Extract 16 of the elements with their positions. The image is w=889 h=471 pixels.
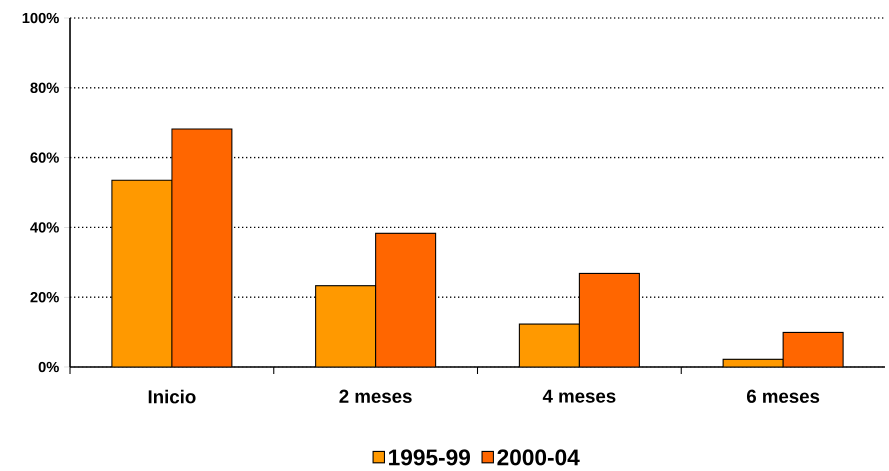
- y-tick-label: 0%: [38, 362, 59, 372]
- bar: [578, 272, 640, 367]
- y-tick-label: 100%: [22, 12, 59, 24]
- y-tick-label: 40%: [30, 222, 59, 233]
- y-tick-label: 80%: [30, 82, 59, 93]
- bar: [375, 232, 436, 367]
- y-tick-label: 20%: [30, 292, 59, 302]
- y-tick-label: 60%: [30, 152, 59, 163]
- x-tick-label: 2 meses: [339, 390, 412, 403]
- x-tick-label: 6 meses: [746, 390, 820, 403]
- bar: [171, 128, 232, 367]
- x-tick-label: Inicio: [148, 390, 196, 404]
- legend-label: 1995-99: [389, 449, 470, 466]
- bar: [782, 332, 844, 367]
- x-tick-label: 4 meses: [542, 390, 616, 403]
- legend-label: 2000-04: [497, 449, 580, 466]
